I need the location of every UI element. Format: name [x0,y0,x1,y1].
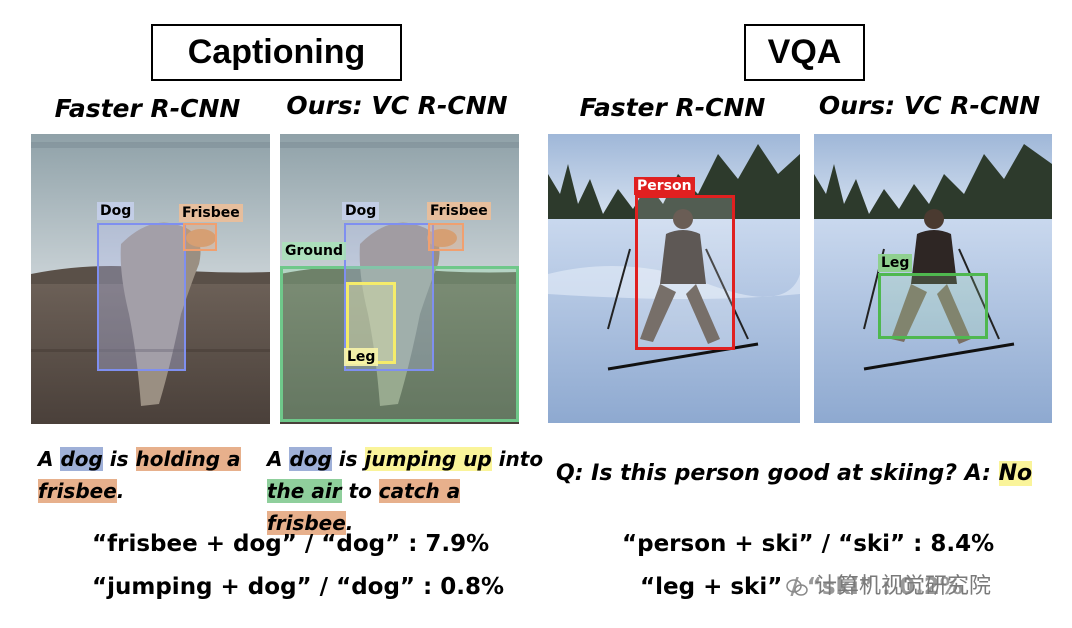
captioning-section-title: Captioning [151,24,402,81]
cap-ours-image: Dog Frisbee Ground Leg [280,134,519,424]
frisbee-tag: Frisbee [179,204,243,222]
leg-tag-vqa: Leg [878,254,913,272]
caption-word: A [38,447,61,471]
caption-word: is [102,447,136,471]
vqa-ours-label: Ours: VC R-CNN [818,91,1041,120]
vqa-question-text: Q: Is this person good at skiing? A: [556,461,999,486]
cap-ours-label: Ours: VC R-CNN [286,91,508,120]
vqa-baseline-image: Person [548,134,800,423]
ground-bbox [280,266,519,422]
dog-bbox-ours [344,223,434,371]
cap-baseline-caption: A dog is holding a frisbee. [38,443,268,507]
leg-bbox-vqa [878,273,988,339]
wechat-icon [786,578,808,596]
cap-baseline-image: Dog Frisbee [31,134,270,424]
caption-highlight-dog: dog [289,447,332,471]
dog-tag-ours: Dog [342,202,380,220]
cap-stat-1: “frisbee + dog” / “dog” : 7.9% [92,531,490,557]
dog-bbox [97,223,186,371]
leg-tag: Leg [344,348,379,366]
caption-word: is [331,447,365,471]
caption-word: into [491,447,544,471]
frisbee-bbox-ours [428,223,464,251]
watermark-text: 计算机视觉研究院 [815,574,992,599]
vqa-baseline-label: Faster R-CNN [579,93,766,122]
person-tag: Person [634,177,695,195]
vqa-question: Q: Is this person good at skiing? A: No [556,458,1056,490]
watermark: 计算机视觉研究院 [780,566,998,602]
caption-highlight-jumping: jumping up [364,447,492,471]
ground-tag: Ground [282,242,346,260]
frisbee-bbox [183,223,217,251]
vqa-section-title: VQA [744,24,865,81]
captioning-title-text: Captioning [187,33,366,71]
vqa-stat-1: “person + ski” / “ski” : 8.4% [622,531,995,557]
caption-highlight-dog: dog [60,447,103,471]
caption-highlight-air: the air [267,479,342,503]
vqa-answer: No [998,461,1033,486]
caption-word: to [341,479,379,503]
dog-tag: Dog [97,202,135,220]
caption-highlight-frisbee: frisbee [38,479,117,503]
caption-word: . [116,479,125,503]
cap-baseline-label: Faster R-CNN [54,94,241,123]
caption-word: A [267,447,290,471]
vqa-title-text: VQA [767,33,842,71]
cap-stat-2: “jumping + dog” / “dog” : 0.8% [92,574,505,600]
cap-ours-caption: A dog is jumping up into the air to catch… [267,443,547,539]
vqa-ours-image: Leg [814,134,1052,423]
frisbee-tag-ours: Frisbee [427,202,491,220]
person-bbox [635,195,735,350]
caption-highlight-holding: holding a [135,447,241,471]
ski-photo-ours [814,134,1052,423]
caption-word: . [345,511,354,535]
